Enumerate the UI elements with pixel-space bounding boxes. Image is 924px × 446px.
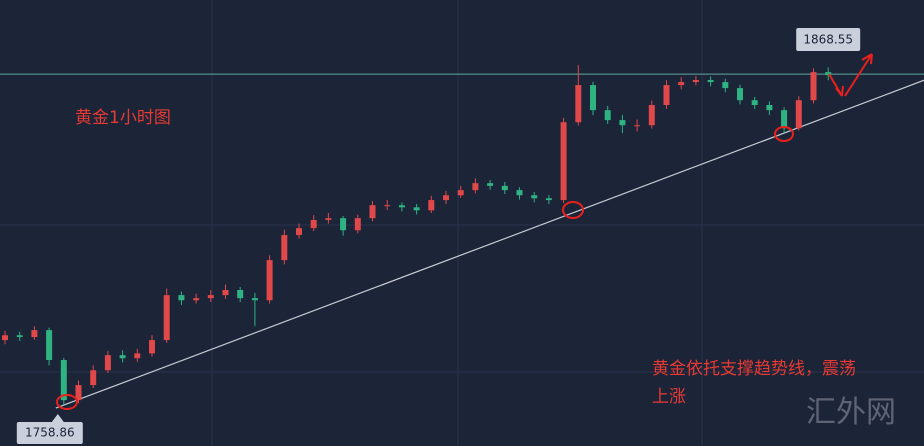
- candle-body: [46, 330, 53, 360]
- candle-body: [237, 289, 244, 299]
- candle-body: [751, 100, 758, 106]
- candle-body: [678, 82, 685, 86]
- candle-body: [193, 298, 200, 301]
- candle-body: [457, 190, 464, 196]
- candle-body: [707, 79, 714, 83]
- candle-body: [163, 295, 170, 341]
- annotation-marks: [56, 53, 873, 410]
- highlight-circle: [562, 201, 584, 219]
- candle-body: [134, 353, 141, 359]
- candle-body: [384, 205, 391, 207]
- candle-body: [648, 105, 655, 126]
- candle-body: [2, 335, 8, 341]
- candle-body: [531, 195, 538, 199]
- candle-body: [413, 207, 420, 211]
- price-label-box: [16, 422, 83, 444]
- candle-body: [604, 110, 611, 121]
- highlight-circle: [774, 126, 794, 142]
- candle-body: [90, 370, 97, 386]
- candle-body: [222, 289, 229, 296]
- price-label: 1758.86: [25, 426, 75, 440]
- highlight-circle: [56, 394, 78, 410]
- candle-body: [634, 125, 641, 127]
- chart-title: 黄金1小时图: [75, 108, 171, 128]
- candle-body: [501, 185, 508, 191]
- price-label: 1868.55: [803, 33, 853, 47]
- candle-body: [443, 195, 449, 201]
- candle-body: [825, 72, 832, 76]
- candle-body: [428, 200, 435, 211]
- candle-body: [31, 330, 38, 338]
- arrow: [828, 73, 844, 97]
- candle-body: [149, 340, 155, 354]
- trend-line: [55, 79, 924, 409]
- candle-body: [795, 100, 802, 129]
- candle-body: [619, 120, 626, 126]
- candle-body: [281, 235, 288, 261]
- candle-body: [75, 385, 82, 401]
- candle-body: [310, 219, 317, 229]
- candle-body: [119, 355, 126, 359]
- candle-body: [398, 205, 405, 208]
- candle-body: [810, 72, 817, 101]
- candle-body: [781, 110, 788, 129]
- candle-body: [766, 105, 773, 111]
- candle-body: [340, 218, 347, 231]
- candle-body: [487, 183, 494, 186]
- annotation: 上涨: [652, 387, 686, 407]
- candle-body: [575, 85, 582, 123]
- candle-body: [472, 183, 479, 191]
- candle-body: [251, 298, 258, 301]
- price-label-pointer: [51, 414, 64, 422]
- candle-body: [266, 260, 273, 301]
- candle-body: [737, 88, 743, 101]
- plot: 1868.55 1758.86: [0, 28, 924, 444]
- candle-body: [104, 355, 111, 371]
- candle-body: [369, 205, 376, 219]
- annotation: 黄金依托支撑趋势线，震荡: [652, 359, 856, 379]
- candle-body: [545, 198, 552, 201]
- candle-body: [354, 218, 361, 231]
- candle-body: [722, 82, 729, 89]
- candle-body: [590, 85, 596, 111]
- candle-body: [296, 228, 302, 236]
- candle-body: [178, 295, 185, 301]
- arrow: [844, 53, 873, 97]
- candle-body: [516, 190, 523, 196]
- candle-body: [60, 359, 67, 401]
- price-label-box: [796, 28, 861, 51]
- candle-body: [692, 79, 699, 83]
- candle-body: [16, 335, 23, 338]
- candle-body: [207, 295, 214, 299]
- candle-body: [325, 218, 332, 220]
- candle-body: [560, 122, 567, 201]
- candle-body: [663, 85, 670, 106]
- watermark: 汇外网: [806, 395, 896, 430]
